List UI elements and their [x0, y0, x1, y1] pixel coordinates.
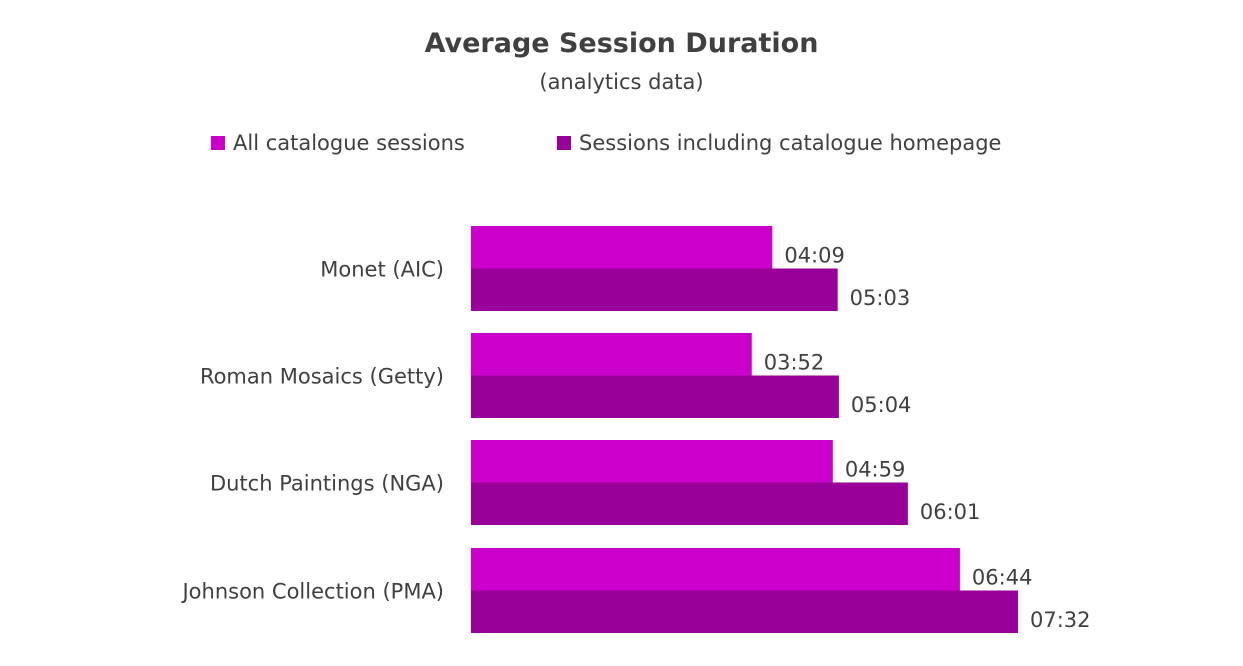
bar-all-sessions — [471, 548, 960, 591]
chart-subtitle: (analytics data) — [539, 70, 704, 94]
bar-all-sessions — [471, 333, 752, 376]
data-label: 03:52 — [764, 350, 825, 374]
legend-item-all-sessions: All catalogue sessions — [211, 131, 465, 155]
chart-title: Average Session Duration — [424, 28, 819, 59]
category-label: Dutch Paintings (NGA) — [210, 472, 444, 496]
legend-swatch-homepage-sessions — [557, 136, 571, 150]
data-label: 07:32 — [1030, 608, 1091, 632]
bar-homepage-sessions — [471, 482, 908, 525]
data-label: 06:01 — [920, 500, 981, 524]
legend-label-all-sessions: All catalogue sessions — [233, 131, 465, 155]
category-label: Johnson Collection (PMA) — [180, 580, 444, 604]
legend-item-homepage-sessions: Sessions including catalogue homepage — [557, 131, 1001, 155]
legend-swatch-all-sessions — [211, 136, 225, 150]
data-label: 04:59 — [845, 457, 906, 481]
data-label: 05:03 — [850, 286, 911, 310]
category-label: Roman Mosaics (Getty) — [200, 365, 444, 389]
bar-homepage-sessions — [471, 268, 838, 311]
legend-label-homepage-sessions: Sessions including catalogue homepage — [579, 131, 1002, 155]
bar-homepage-sessions — [471, 375, 839, 418]
legend: All catalogue sessions Sessions includin… — [0, 131, 1243, 161]
data-label: 06:44 — [972, 565, 1033, 589]
data-label: 04:09 — [784, 243, 845, 267]
bar-all-sessions — [471, 226, 773, 269]
bar-all-sessions — [471, 440, 833, 483]
data-label: 05:04 — [851, 393, 912, 417]
category-label: Monet (AIC) — [320, 258, 444, 282]
bar-homepage-sessions — [471, 590, 1018, 633]
